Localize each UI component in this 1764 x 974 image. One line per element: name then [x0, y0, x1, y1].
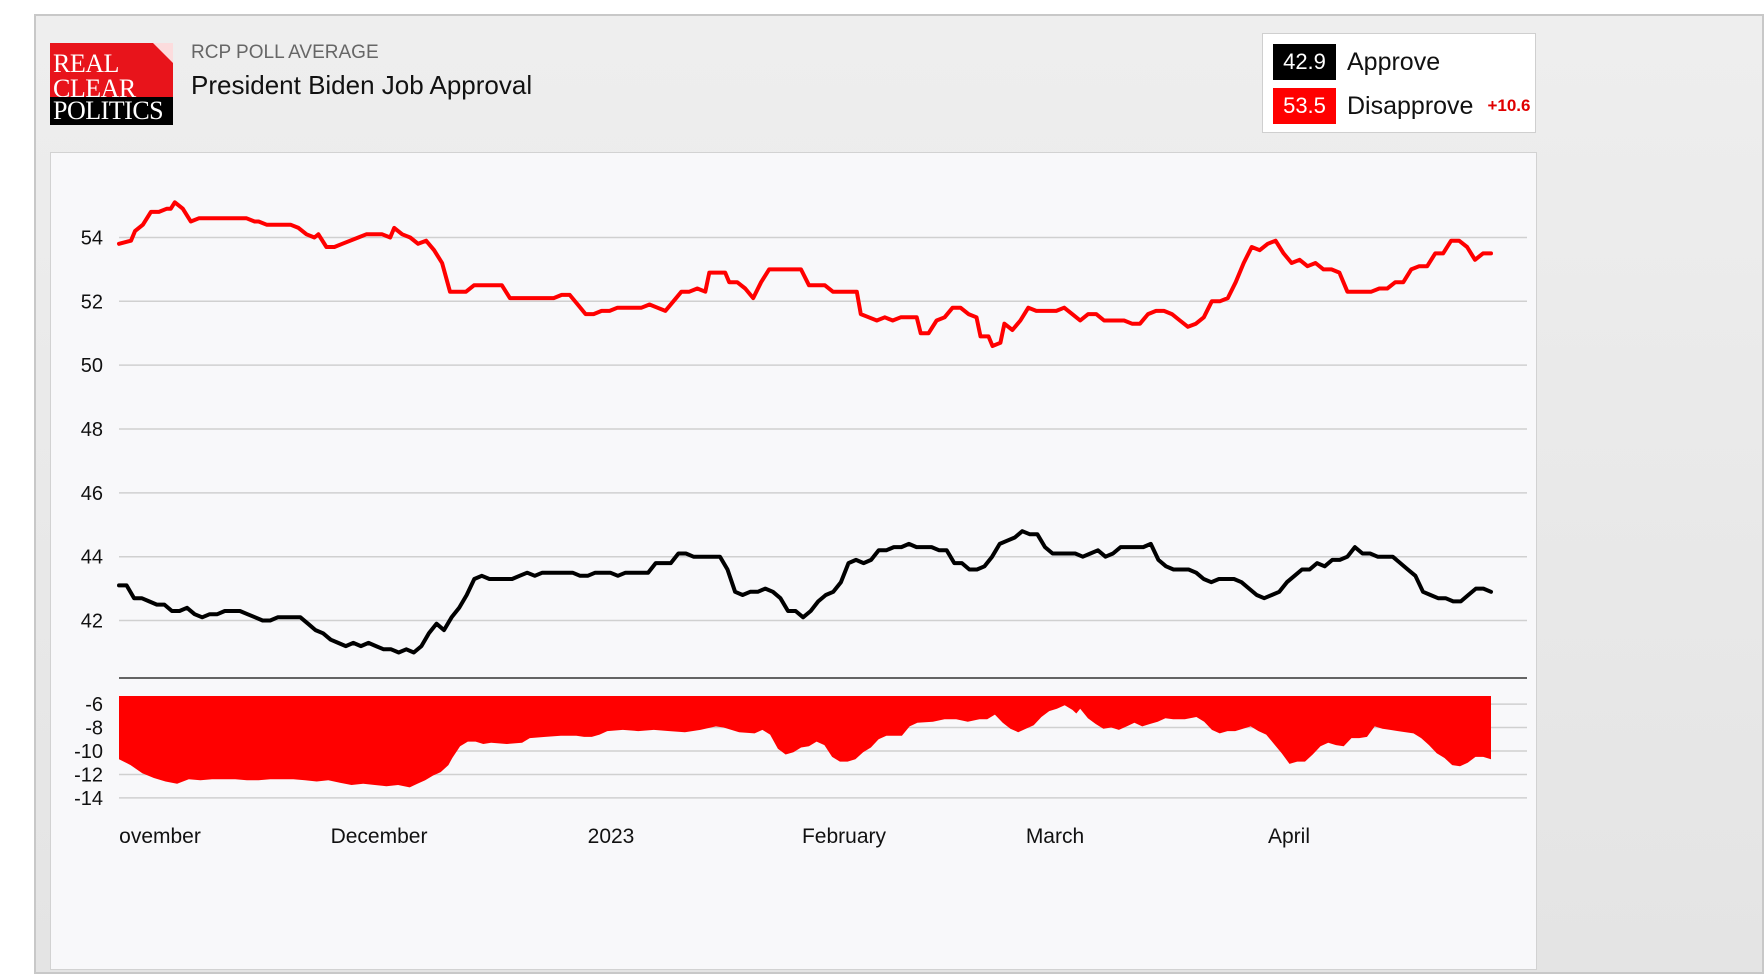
spread-tick-label: -8: [85, 718, 103, 740]
y-tick-label: 42: [81, 611, 103, 633]
y-tick-label: 46: [81, 483, 103, 505]
chart-kicker: RCP POLL AVERAGE: [191, 42, 379, 63]
y-tick-label: 48: [81, 419, 103, 441]
legend-disapprove-row[interactable]: 53.5 Disapprove +10.6: [1273, 88, 1530, 124]
spread-tick-label: -12: [74, 764, 103, 786]
logo-line-3: POLITICS: [53, 96, 164, 125]
x-tick-label: February: [802, 825, 887, 848]
logo-line-1: REAL: [53, 49, 119, 78]
chart-title: President Biden Job Approval: [191, 70, 533, 100]
spread-tick-label: -6: [85, 694, 103, 716]
y-tick-label: 52: [81, 291, 103, 313]
approve-label: Approve: [1347, 47, 1441, 76]
x-tick-label: 2023: [588, 825, 635, 848]
y-tick-label: 44: [81, 547, 103, 569]
y-tick-label: 54: [81, 227, 103, 249]
legend-box: 42.9 Approve 53.5 Disapprove +10.6: [1262, 33, 1536, 133]
legend-approve-row[interactable]: 42.9 Approve: [1273, 44, 1440, 80]
x-tick-label: March: [1026, 825, 1084, 848]
logo-black-band: [50, 97, 173, 125]
rcp-logo[interactable]: REAL CLEAR POLITICS: [50, 43, 173, 125]
logo-fold-corner: [153, 43, 173, 63]
disapprove-label: Disapprove: [1347, 91, 1474, 120]
disapprove-line: [117, 200, 1493, 348]
x-tick-label: April: [1268, 825, 1310, 848]
spread-area: [119, 696, 1491, 788]
disapprove-value-badge: 53.5: [1273, 88, 1336, 124]
spread-value: +10.6: [1487, 96, 1531, 115]
x-tick-label: ovember: [119, 825, 201, 848]
approve-value-badge: 42.9: [1273, 44, 1336, 80]
y-tick-label: 50: [81, 355, 103, 377]
approve-line: [117, 529, 1493, 655]
spread-tick-label: -14: [74, 788, 103, 810]
spread-tick-label: -10: [74, 741, 103, 763]
x-tick-label: December: [331, 825, 428, 848]
chart-plot-area: [50, 152, 1537, 970]
